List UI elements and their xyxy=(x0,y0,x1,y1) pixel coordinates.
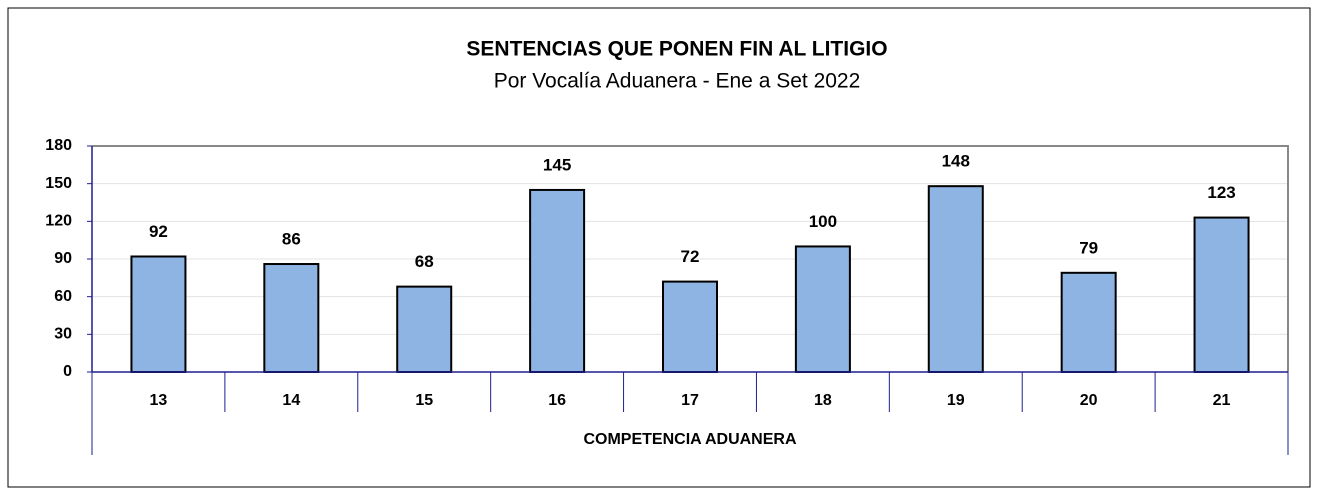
x-tick-label: 20 xyxy=(1080,392,1098,409)
bar xyxy=(794,245,851,373)
value-label: 68 xyxy=(415,252,434,271)
x-tick-label: 21 xyxy=(1213,392,1231,409)
x-tick-label: 13 xyxy=(150,392,168,409)
bar xyxy=(396,285,453,373)
y-tick-label: 150 xyxy=(45,175,72,192)
x-tick-label: 16 xyxy=(548,392,566,409)
y-tick-label: 180 xyxy=(45,137,72,154)
bar xyxy=(662,280,718,374)
x-tick-label: 17 xyxy=(681,392,699,409)
value-label: 72 xyxy=(681,247,700,266)
y-tick-label: 120 xyxy=(45,213,72,230)
x-tick-label: 14 xyxy=(282,392,300,409)
chart-subtitle: Por Vocalía Aduanera - Ene a Set 2022 xyxy=(494,70,861,93)
y-tick-label: 30 xyxy=(54,326,72,343)
y-tick-label: 0 xyxy=(63,363,72,380)
value-label: 86 xyxy=(282,230,301,249)
y-tick-label: 90 xyxy=(54,250,72,267)
bar xyxy=(529,188,586,373)
bar xyxy=(130,255,187,373)
value-label: 100 xyxy=(809,212,837,231)
y-tick-label: 60 xyxy=(54,288,72,305)
bar xyxy=(927,185,984,373)
chart-title: SENTENCIAS QUE PONEN FIN AL LITIGIO xyxy=(466,38,887,61)
plot-border xyxy=(92,145,1289,372)
bar xyxy=(1193,216,1250,373)
x-tick-label: 15 xyxy=(415,392,433,409)
value-label: 79 xyxy=(1079,238,1098,257)
bar xyxy=(263,263,320,373)
bar xyxy=(1060,271,1117,373)
value-label: 145 xyxy=(543,155,571,174)
value-label: 92 xyxy=(149,222,168,241)
value-label: 123 xyxy=(1207,183,1235,202)
value-label: 148 xyxy=(942,152,970,171)
x-tick-label: 18 xyxy=(814,392,832,409)
x-axis-title: COMPETENCIA ADUANERA xyxy=(583,431,796,448)
x-tick-label: 19 xyxy=(947,392,965,409)
